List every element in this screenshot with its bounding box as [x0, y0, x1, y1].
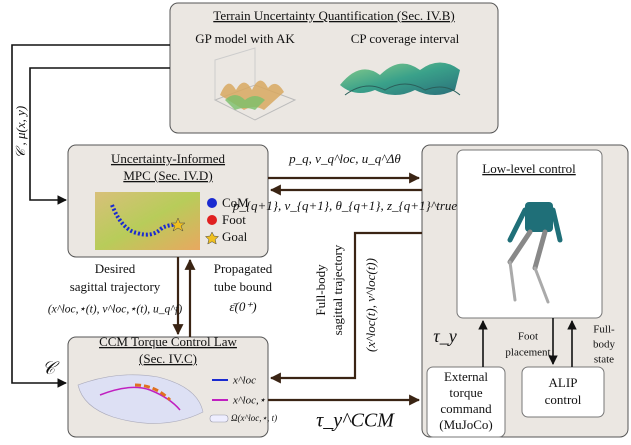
alip-text: control — [545, 392, 582, 407]
edge-label: tube bound — [214, 279, 273, 294]
ccm-title: (Sec. IV.C) — [139, 351, 197, 366]
edge — [271, 233, 422, 378]
legend-omega: Ω(x^loc,⋆, t) — [231, 413, 277, 423]
external-text: External — [444, 369, 488, 384]
external-text: torque — [449, 385, 482, 400]
ccm-title: CCM Torque Control Law — [99, 334, 237, 349]
diagram: Terrain Uncertainty Quantification (Sec.… — [0, 0, 631, 445]
edge-label: (x^loc(t), v^loc(t)) — [363, 258, 378, 352]
edge-label: state — [594, 354, 614, 366]
edge-label: sagittal trajectory — [330, 244, 345, 335]
edge-label: 𝒞 — [42, 358, 60, 378]
edge-label: Desired — [95, 261, 136, 276]
external-text: command — [440, 401, 492, 416]
mpc-map — [95, 192, 200, 250]
edge-label: placement — [505, 347, 550, 359]
edge-label: ε̄(0⁺) — [229, 299, 256, 314]
low-level-title: Low-level control — [482, 161, 576, 176]
edge-label: 𝒞 , μ(x, y) — [13, 106, 28, 158]
edge-label: Full-body — [313, 264, 328, 316]
edge-label: Full- — [593, 324, 615, 336]
edge-label: sagittal trajectory — [70, 279, 161, 294]
legend-goal: Goal — [222, 229, 248, 244]
edge-label: Foot — [518, 331, 538, 343]
edge-label: body — [593, 339, 616, 351]
mpc-title: MPC (Sec. IV.D) — [123, 168, 212, 183]
legend-foot: Foot — [222, 212, 246, 227]
edge-label: p_q, v_q^loc, u_q^Δθ — [288, 151, 401, 166]
edge-label: τ_y^CCM — [316, 410, 395, 432]
external-text: (MuJoCo) — [439, 417, 492, 432]
edge-label: Propagated — [214, 261, 273, 276]
legend-x-loc: x^loc — [232, 375, 256, 387]
terrain-title: Terrain Uncertainty Quantification (Sec.… — [213, 8, 454, 23]
gp-label: GP model with AK — [195, 31, 295, 46]
alip-text: ALIP — [549, 375, 578, 390]
cp-label: CP coverage interval — [351, 31, 460, 46]
mpc-title: Uncertainty-Informed — [111, 151, 226, 166]
edge-label: p_{q+1}, v_{q+1}, θ_{q+1}, z_{q+1}^true — [232, 198, 458, 213]
edge-label: (x^loc,⋆(t), v^loc,⋆(t), u_q^f) — [48, 304, 182, 316]
edge-label: τ_y — [433, 326, 456, 346]
legend-x-loc-star: x^loc,⋆ — [232, 395, 266, 407]
